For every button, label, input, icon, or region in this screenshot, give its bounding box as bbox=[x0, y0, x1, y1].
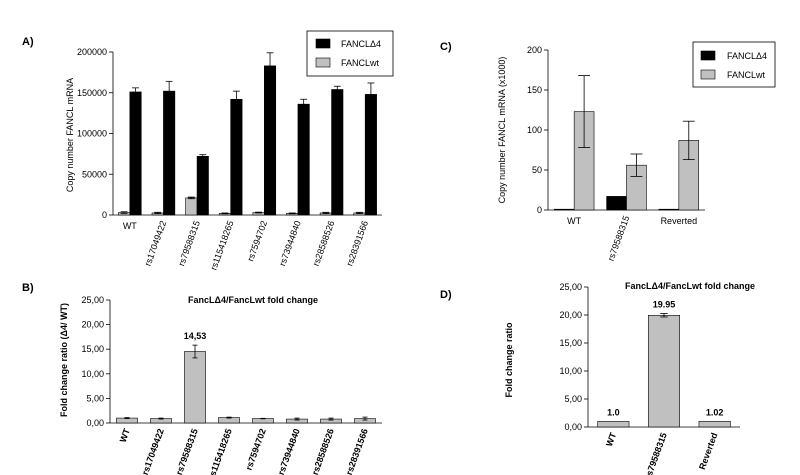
x-tick-label: rs73944840 bbox=[277, 219, 303, 267]
x-tick-label: rs73944840 bbox=[276, 427, 302, 475]
legend-c-frame bbox=[692, 41, 776, 88]
legend-c-swatch-delta4 bbox=[700, 50, 716, 61]
x-tick-label: rs7594702 bbox=[244, 427, 268, 471]
x-tick-label: Reverted bbox=[697, 431, 720, 471]
chart-c-ylabel: Copy number FANCL mRNA (x1000) bbox=[497, 57, 507, 204]
chart-d-title: FancLΔ4/FancLwt fold change bbox=[625, 281, 755, 291]
bar-delta4 bbox=[129, 91, 142, 216]
y-tick-label: 5,00 bbox=[564, 394, 582, 404]
x-tick-label: rs79588315 bbox=[174, 427, 200, 475]
bar-delta4 bbox=[658, 208, 680, 211]
legend-a-swatch-delta4 bbox=[315, 38, 331, 49]
y-tick-label: 15,00 bbox=[81, 344, 104, 354]
legend-a-wt-label: FANCLwt bbox=[341, 58, 380, 68]
bar-delta4 bbox=[264, 65, 277, 216]
chart-c: 0 50 100 150 200 WT rs79588315 Reverted bbox=[527, 45, 705, 262]
x-tick-label: rs115418265 bbox=[206, 427, 234, 475]
data-label: 1.0 bbox=[607, 407, 620, 417]
panel-a-label: A) bbox=[22, 36, 34, 48]
y-tick-label: 150000 bbox=[77, 88, 107, 98]
x-tick-label: Reverted bbox=[661, 216, 698, 226]
data-label: 14,53 bbox=[184, 331, 207, 341]
bar-ratio bbox=[698, 420, 731, 428]
bar-ratio bbox=[647, 314, 681, 428]
y-tick-label: 20,00 bbox=[559, 310, 582, 320]
bar-delta4 bbox=[297, 103, 310, 216]
legend-c-swatch-wt bbox=[700, 69, 716, 80]
x-tick-label: rs7594702 bbox=[245, 219, 269, 262]
bar-delta4 bbox=[606, 196, 627, 211]
bar-delta4 bbox=[230, 98, 243, 216]
legend-a-delta4-label: FANCLΔ4 bbox=[341, 39, 381, 49]
panel-c-label: C) bbox=[440, 41, 452, 53]
bar-delta4 bbox=[331, 89, 344, 216]
data-label: 19.95 bbox=[653, 300, 676, 310]
x-tick-label: WT bbox=[118, 427, 132, 444]
x-tick-label: rs79588315 bbox=[643, 431, 669, 475]
bar-delta4 bbox=[553, 208, 575, 211]
y-tick-label: 25,00 bbox=[81, 295, 104, 305]
bar-delta4 bbox=[196, 156, 209, 216]
x-tick-label: rs28588526 bbox=[311, 219, 337, 267]
chart-a: 0 50000 100000 150000 200000 WT rs17049422 rs79… bbox=[77, 47, 382, 271]
bar-ratio bbox=[597, 421, 630, 428]
y-tick-label: 150 bbox=[527, 85, 542, 95]
x-tick-label: rs17049422 bbox=[143, 219, 169, 267]
x-tick-label: rs17049422 bbox=[140, 427, 166, 475]
bar-ratio bbox=[184, 351, 206, 424]
legend-c-delta4-label: FANCLΔ4 bbox=[727, 51, 767, 61]
y-tick-label: 200 bbox=[527, 45, 542, 55]
y-tick-label: 50000 bbox=[82, 169, 107, 179]
y-tick-label: 25,00 bbox=[559, 282, 582, 292]
panel-d-label: D) bbox=[440, 289, 452, 301]
chart-b: 0,00 5,00 10,00 15,00 20,00 25,00 14,53 WT rs170… bbox=[81, 295, 382, 475]
legend-c-wt-label: FANCLwt bbox=[727, 70, 766, 80]
x-tick-label: WT bbox=[604, 431, 618, 448]
x-tick-label: rs115418265 bbox=[208, 219, 235, 271]
y-tick-label: 10,00 bbox=[81, 369, 104, 379]
y-tick-label: 50 bbox=[532, 165, 542, 175]
y-tick-label: 0,00 bbox=[86, 418, 104, 428]
y-tick-label: 5,00 bbox=[86, 393, 104, 403]
y-tick-label: 20,00 bbox=[81, 320, 104, 330]
y-tick-label: 0,00 bbox=[564, 422, 582, 432]
x-tick-label: WT bbox=[567, 216, 581, 226]
panel-b-label: B) bbox=[22, 282, 34, 294]
chart-b-ylabel: Fold change ratio (Δ4/ WT) bbox=[59, 303, 69, 417]
x-tick-label: WT bbox=[123, 221, 137, 231]
chart-d: 0,00 5,00 10,00 15,00 20,00 25,00 1.0 19.95 1.02… bbox=[559, 282, 740, 475]
bar-delta4 bbox=[163, 90, 176, 216]
x-tick-label: rs79588315 bbox=[176, 219, 202, 267]
x-tick-label: rs28391566 bbox=[344, 427, 370, 475]
legend-a-swatch-wt bbox=[315, 57, 331, 68]
y-tick-label: 0 bbox=[102, 210, 107, 220]
chart-a-legend: FANCLΔ4 FANCLwt bbox=[306, 30, 394, 77]
y-tick-label: 200000 bbox=[77, 47, 107, 57]
y-tick-label: 100000 bbox=[77, 129, 107, 139]
bar-delta4 bbox=[364, 94, 377, 216]
x-tick-label: rs28588526 bbox=[310, 427, 336, 475]
x-tick-label: rs79588315 bbox=[606, 214, 632, 262]
x-tick-label: rs28391566 bbox=[344, 219, 370, 267]
bar-ratio bbox=[252, 418, 274, 424]
chart-a-ylabel: Copy number FANCL mRNA bbox=[65, 78, 75, 192]
data-label: 1.02 bbox=[706, 407, 724, 417]
bar-wt bbox=[185, 197, 198, 216]
chart-b-title: FancLΔ4/FancLwt fold change bbox=[188, 295, 318, 305]
chart-c-legend: FANCLΔ4 FANCLwt bbox=[692, 41, 776, 88]
y-tick-label: 15,00 bbox=[559, 338, 582, 348]
y-tick-label: 100 bbox=[527, 125, 542, 135]
chart-d-ylabel: Fold change ratio bbox=[504, 322, 514, 398]
y-tick-label: 0 bbox=[537, 205, 542, 215]
y-tick-label: 10,00 bbox=[559, 366, 582, 376]
legend-a-frame bbox=[306, 30, 394, 77]
